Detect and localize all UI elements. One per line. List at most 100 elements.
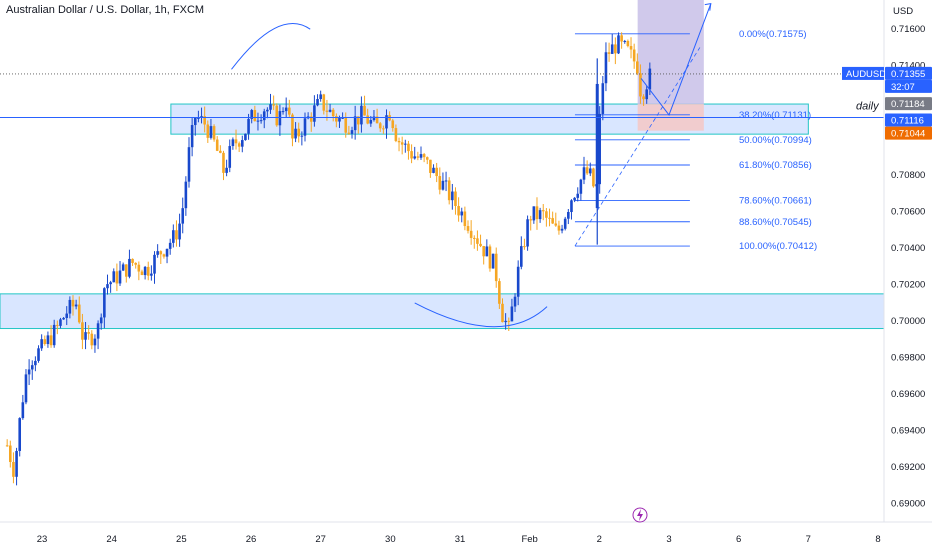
candle-body <box>516 266 520 297</box>
candle-body <box>585 167 589 174</box>
candle-body <box>303 118 307 136</box>
candle-body <box>617 35 620 54</box>
candle-body <box>190 125 194 148</box>
candle-body <box>68 299 72 314</box>
candle-body <box>159 251 163 255</box>
candle-body <box>335 116 338 122</box>
candle-body <box>24 374 28 403</box>
candle-body <box>59 319 62 326</box>
candle-body <box>247 118 250 134</box>
candle-body <box>535 206 539 220</box>
candle-body <box>429 159 432 173</box>
fibonacci-retracement[interactable]: 0.00%(0.71575) 38.20%(0.71131) 50.00%(0.70… <box>574 29 817 252</box>
candle-body <box>153 254 156 274</box>
stop-price-tag-bg <box>885 126 932 140</box>
candle-body <box>632 49 636 62</box>
x-tick-label: Feb <box>521 534 537 545</box>
time-axis-bg <box>0 522 932 550</box>
candle-body <box>319 94 322 100</box>
candle-body <box>366 115 369 124</box>
candle-body <box>476 238 479 244</box>
y-tick-label: 0.71600 <box>891 24 925 35</box>
bottom-arc <box>414 302 548 328</box>
candle-body <box>162 254 166 257</box>
candle-body <box>165 248 169 257</box>
candle-body <box>491 253 495 269</box>
candle-body <box>397 141 401 143</box>
candle-body <box>172 230 175 243</box>
candle-body <box>432 167 435 173</box>
candle-body <box>438 176 442 190</box>
candle-body <box>115 271 119 284</box>
candle-body <box>297 128 301 137</box>
symbol-tag: AUDUSD <box>846 69 886 80</box>
candle-body <box>385 115 388 129</box>
y-tick-label: 0.69000 <box>891 499 925 510</box>
candle-body <box>288 107 291 115</box>
candle-body <box>460 211 464 216</box>
candle-body <box>582 167 586 180</box>
x-tick-label: 24 <box>106 534 117 545</box>
candle-body <box>250 110 253 119</box>
arrow-head <box>704 3 712 11</box>
candle-body <box>604 52 608 84</box>
candle-body <box>118 270 122 284</box>
candle-body <box>87 332 90 334</box>
candle-body <box>570 200 573 213</box>
candle-body <box>498 281 501 304</box>
candle-body <box>425 157 429 160</box>
candle-body <box>37 348 40 361</box>
candle-body <box>645 89 649 100</box>
candle-body <box>150 273 153 276</box>
candle-body <box>137 264 141 272</box>
candle-body <box>404 143 407 145</box>
candle-body <box>592 168 595 187</box>
candle-body <box>316 99 319 106</box>
candle-body <box>648 68 652 90</box>
candle-body <box>422 154 426 158</box>
candle-body <box>331 109 335 117</box>
candle-body <box>56 324 59 326</box>
candle-body <box>520 246 523 267</box>
candle-body <box>309 116 313 122</box>
candle-body <box>463 211 467 227</box>
candle-body <box>472 237 476 239</box>
candle-body <box>441 180 445 190</box>
y-tick-label: 0.69200 <box>891 462 925 473</box>
candle-body <box>65 313 69 318</box>
line-price-tag: 0.71116 <box>891 116 924 127</box>
candle-body <box>272 104 275 106</box>
candle-body <box>322 94 326 111</box>
candle-body <box>482 246 485 257</box>
candle-body <box>128 258 131 277</box>
candle-body <box>579 179 583 194</box>
y-tick-label: 0.69800 <box>891 353 925 364</box>
candle-body <box>501 303 504 323</box>
y-tick-label: 0.71400 <box>891 61 925 72</box>
chart-title: Australian Dollar / U.S. Dollar, 1h, FXC… <box>6 4 205 16</box>
candle-body <box>541 210 545 212</box>
candle-body <box>121 264 125 271</box>
candle-body <box>375 116 379 124</box>
candle-body <box>300 135 304 137</box>
candle-body <box>576 193 580 198</box>
y-tick-label: 0.70400 <box>891 243 925 254</box>
countdown-tag: 32:07 <box>891 82 915 93</box>
candle-body <box>294 128 297 139</box>
candle-body <box>454 191 457 207</box>
candle-body <box>62 317 65 320</box>
candle-body <box>49 335 53 346</box>
candle-body <box>620 35 623 42</box>
time-axis[interactable]: 23 24 25 26 27 30 31 Feb 2 3 6 7 8 <box>0 507 932 550</box>
candle-body <box>281 111 285 113</box>
candle-body <box>256 120 260 122</box>
candle-body <box>203 116 206 125</box>
candle-body <box>244 133 247 141</box>
fib-level-label: 38.20%(0.71131) <box>739 110 811 121</box>
candle-body <box>231 139 235 147</box>
candle-body <box>5 445 9 447</box>
x-tick-label: 23 <box>37 534 48 545</box>
candle-body <box>103 288 106 318</box>
candle-body <box>485 246 489 257</box>
